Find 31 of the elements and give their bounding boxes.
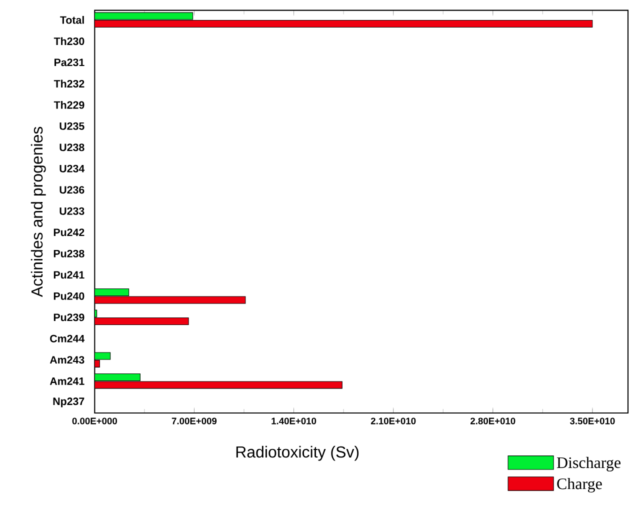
bar xyxy=(94,20,593,28)
legend-label: Discharge xyxy=(556,456,621,472)
y-tick-label: Pu238 xyxy=(54,250,84,258)
x-axis-title: Radiotoxicity (Sv) xyxy=(236,446,359,461)
y-tick-label: U236 xyxy=(60,186,84,194)
y-tick-label: U235 xyxy=(60,122,84,130)
y-tick-label: Pu242 xyxy=(54,228,84,236)
y-tick-label: Th230 xyxy=(54,37,84,46)
y-tick-label: U233 xyxy=(60,207,84,215)
y-tick-label: Total xyxy=(60,16,84,24)
y-tick-label: U234 xyxy=(60,164,85,172)
x-tick-label: 2.80E+010 xyxy=(470,418,516,424)
x-tick-label: 3.50E+010 xyxy=(570,418,615,424)
x-tick-label: 7.00E+009 xyxy=(172,418,217,424)
y-tick-label: Am241 xyxy=(50,377,84,385)
y-tick-label: Np237 xyxy=(53,398,84,408)
y-tick-label: U238 xyxy=(60,144,84,152)
y-tick-label: Th229 xyxy=(54,100,84,109)
y-axis-title: Actinides and progenies xyxy=(30,126,46,298)
y-tick-label: Cm244 xyxy=(50,334,85,342)
x-tick-label: 2.10E+010 xyxy=(370,418,416,424)
y-tick-label: Pa231 xyxy=(54,58,84,66)
legend-label: Charge xyxy=(557,478,602,492)
x-tick-label: 0.00E+000 xyxy=(72,418,117,424)
x-tick-label: 1.40E+010 xyxy=(272,418,316,424)
y-tick-label: Am243 xyxy=(50,356,84,364)
y-tick-label: Th232 xyxy=(54,80,84,88)
y-tick-label: Pu241 xyxy=(54,271,84,279)
bar xyxy=(94,318,189,325)
y-tick-label: Pu240 xyxy=(54,292,84,300)
y-tick-label: Pu239 xyxy=(54,314,84,322)
